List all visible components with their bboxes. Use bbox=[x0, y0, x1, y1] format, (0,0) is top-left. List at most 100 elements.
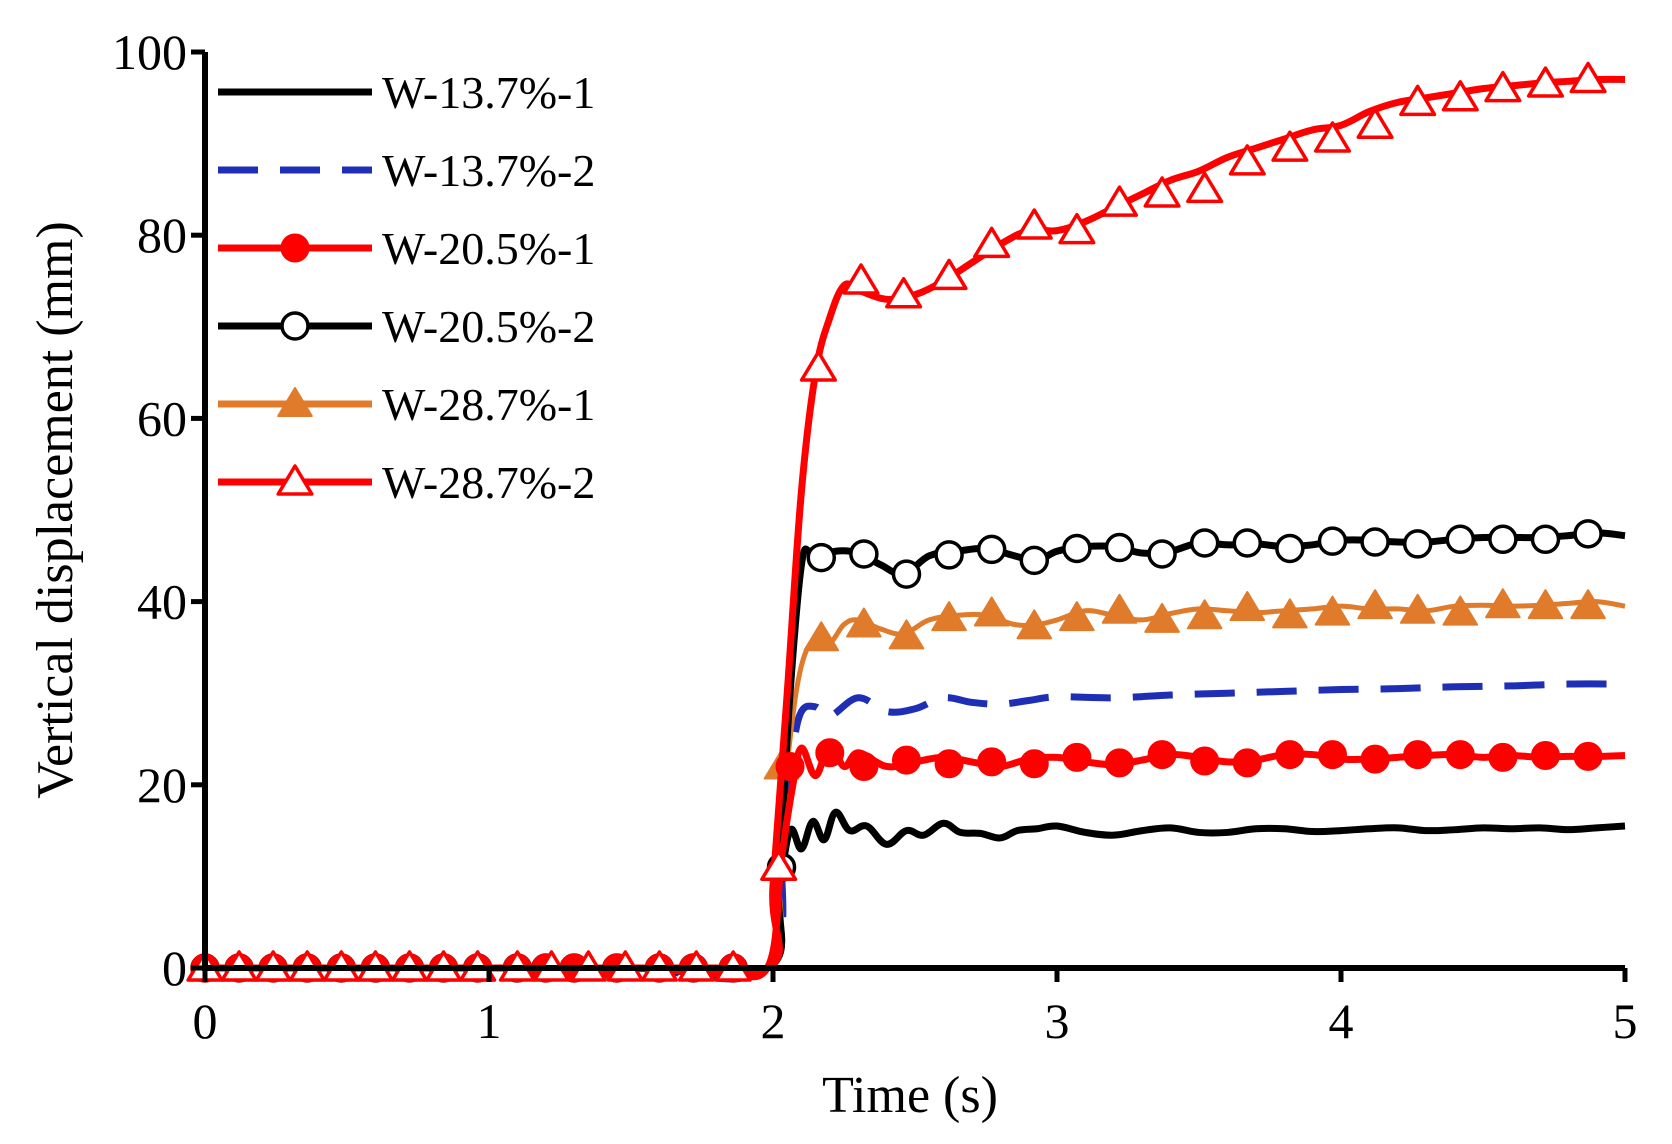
data-point-W-20.5%-2 bbox=[1402, 529, 1433, 559]
data-point-W-28.7%-2 bbox=[1143, 176, 1181, 208]
y-tick-label: 0 bbox=[162, 940, 187, 996]
data-point-W-20.5%-1 bbox=[815, 738, 845, 768]
series-line-W-13.7%-1 bbox=[204, 808, 1626, 978]
data-point-W-28.7%-1 bbox=[1186, 599, 1223, 630]
legend-label: W-13.7%-2 bbox=[382, 145, 595, 196]
data-point-W-20.5%-2 bbox=[934, 540, 964, 570]
data-point-W-28.7%-1 bbox=[1059, 601, 1095, 632]
legend-marker bbox=[277, 387, 313, 417]
x-tick-label: 3 bbox=[1045, 993, 1070, 1049]
data-point-W-20.5%-2 bbox=[1232, 528, 1263, 558]
data-point-W-28.7%-1 bbox=[973, 596, 1010, 627]
x-axis-title: Time (s) bbox=[822, 1067, 998, 1124]
data-point-W-28.7%-1 bbox=[1101, 593, 1138, 624]
data-point-W-28.7%-2 bbox=[1271, 130, 1309, 162]
data-point-W-28.7%-1 bbox=[1485, 588, 1521, 619]
data-point-W-28.7%-2 bbox=[885, 276, 923, 309]
data-point-W-28.7%-2 bbox=[1015, 208, 1053, 240]
data-point-W-20.5%-1 bbox=[891, 745, 921, 775]
legend-item: W-28.7%-2 bbox=[218, 457, 595, 508]
x-tick-label: 2 bbox=[761, 993, 786, 1049]
ticks: 0 1 2 3 4 5 0 20 40 60 80 100 bbox=[112, 24, 1638, 1049]
data-point-W-28.7%-2 bbox=[842, 263, 880, 295]
series-W-13.7%-1 bbox=[204, 808, 1626, 978]
data-point-W-28.7%-1 bbox=[1229, 591, 1266, 622]
data-point-W-20.5%-2 bbox=[891, 559, 922, 589]
legend-marker bbox=[276, 464, 314, 496]
data-point-W-28.7%-2 bbox=[799, 350, 837, 382]
x-tick-label: 0 bbox=[193, 993, 218, 1049]
data-point-W-20.5%-1 bbox=[1445, 740, 1475, 770]
data-point-W-28.7%-1 bbox=[1527, 589, 1564, 620]
y-tick-label: 100 bbox=[112, 24, 187, 80]
data-point-W-28.7%-1 bbox=[1399, 593, 1436, 624]
legend-marker bbox=[280, 233, 310, 263]
data-point-W-28.7%-1 bbox=[1314, 595, 1351, 626]
data-point-W-20.5%-1 bbox=[1062, 742, 1092, 772]
data-point-W-20.5%-2 bbox=[1360, 527, 1390, 557]
data-point-W-28.7%-2 bbox=[1441, 80, 1479, 112]
y-axis-title: Vertical displacement (mm) bbox=[27, 221, 84, 799]
data-point-W-28.7%-1 bbox=[1144, 602, 1180, 633]
data-point-W-28.7%-2 bbox=[1399, 84, 1437, 117]
data-point-W-28.7%-2 bbox=[1058, 212, 1096, 245]
y-tick-label: 40 bbox=[137, 574, 187, 630]
data-point-W-20.5%-1 bbox=[1360, 744, 1390, 774]
data-point-W-28.7%-1 bbox=[1442, 595, 1479, 626]
data-point-W-20.5%-2 bbox=[1275, 533, 1305, 564]
data-point-W-20.5%-1 bbox=[977, 747, 1007, 777]
y-tick-label: 60 bbox=[137, 390, 187, 446]
y-tick-label: 80 bbox=[137, 207, 187, 263]
legend-item: W-20.5%-1 bbox=[218, 223, 595, 274]
data-point-W-28.7%-2 bbox=[1356, 107, 1394, 140]
series-W-28.7%-2 bbox=[186, 61, 1626, 982]
data-point-W-20.5%-2 bbox=[1104, 532, 1135, 563]
data-point-W-20.5%-2 bbox=[849, 539, 879, 569]
data-point-W-20.5%-1 bbox=[1019, 749, 1049, 779]
legend-label: W-20.5%-1 bbox=[382, 223, 595, 274]
data-point-W-20.5%-2 bbox=[1147, 539, 1177, 569]
data-point-W-20.5%-1 bbox=[1573, 741, 1603, 771]
x-tick-label: 1 bbox=[477, 993, 502, 1049]
series-line-W-28.7%-1 bbox=[204, 599, 1626, 980]
data-point-W-20.5%-2 bbox=[1019, 545, 1050, 576]
legend-label: W-20.5%-2 bbox=[382, 301, 595, 352]
legend-item: W-13.7%-1 bbox=[218, 67, 595, 118]
data-point-W-28.7%-2 bbox=[1484, 70, 1522, 103]
axes bbox=[202, 52, 1625, 971]
data-point-W-20.5%-1 bbox=[1190, 746, 1220, 776]
data-point-W-20.5%-1 bbox=[1530, 740, 1560, 770]
data-point-W-20.5%-1 bbox=[1403, 740, 1433, 770]
data-point-W-28.7%-1 bbox=[1016, 609, 1053, 640]
x-tick-label: 4 bbox=[1329, 993, 1354, 1049]
x-tick-label: 5 bbox=[1613, 993, 1638, 1049]
data-point-W-20.5%-2 bbox=[1488, 524, 1518, 555]
series-W-28.7%-1 bbox=[187, 588, 1626, 981]
data-point-W-28.7%-1 bbox=[888, 619, 925, 650]
data-point-W-28.7%-2 bbox=[1313, 121, 1352, 153]
series-W-20.5%-1 bbox=[190, 738, 1626, 983]
data-point-W-20.5%-1 bbox=[1488, 742, 1518, 772]
data-point-W-28.7%-2 bbox=[1100, 185, 1139, 217]
legend-label: W-28.7%-1 bbox=[382, 379, 595, 430]
data-point-W-28.7%-2 bbox=[930, 258, 968, 291]
data-point-W-20.5%-2 bbox=[976, 534, 1007, 565]
data-point-W-20.5%-2 bbox=[1317, 526, 1348, 556]
data-point-W-20.5%-2 bbox=[1189, 528, 1220, 558]
data-point-W-20.5%-1 bbox=[1104, 748, 1134, 778]
legend-item: W-20.5%-2 bbox=[218, 301, 595, 352]
data-point-W-20.5%-2 bbox=[1530, 524, 1561, 555]
legend-item: W-28.7%-1 bbox=[218, 379, 595, 430]
legend-label: W-28.7%-2 bbox=[382, 457, 595, 508]
data-point-W-28.7%-2 bbox=[973, 226, 1011, 259]
data-point-W-20.5%-1 bbox=[934, 749, 964, 779]
data-point-W-28.7%-2 bbox=[1569, 61, 1607, 94]
data-point-W-28.7%-2 bbox=[760, 849, 798, 881]
data-point-W-20.5%-1 bbox=[1147, 740, 1177, 770]
data-point-W-28.7%-2 bbox=[1186, 171, 1224, 204]
data-point-W-28.7%-1 bbox=[803, 621, 840, 652]
data-point-W-28.7%-1 bbox=[1570, 589, 1606, 620]
data-point-W-28.7%-1 bbox=[931, 601, 967, 632]
legend: W-13.7%-1 W-13.7%-2 W-20.5%-1 W-20.5%-2 W-28… bbox=[218, 67, 595, 508]
